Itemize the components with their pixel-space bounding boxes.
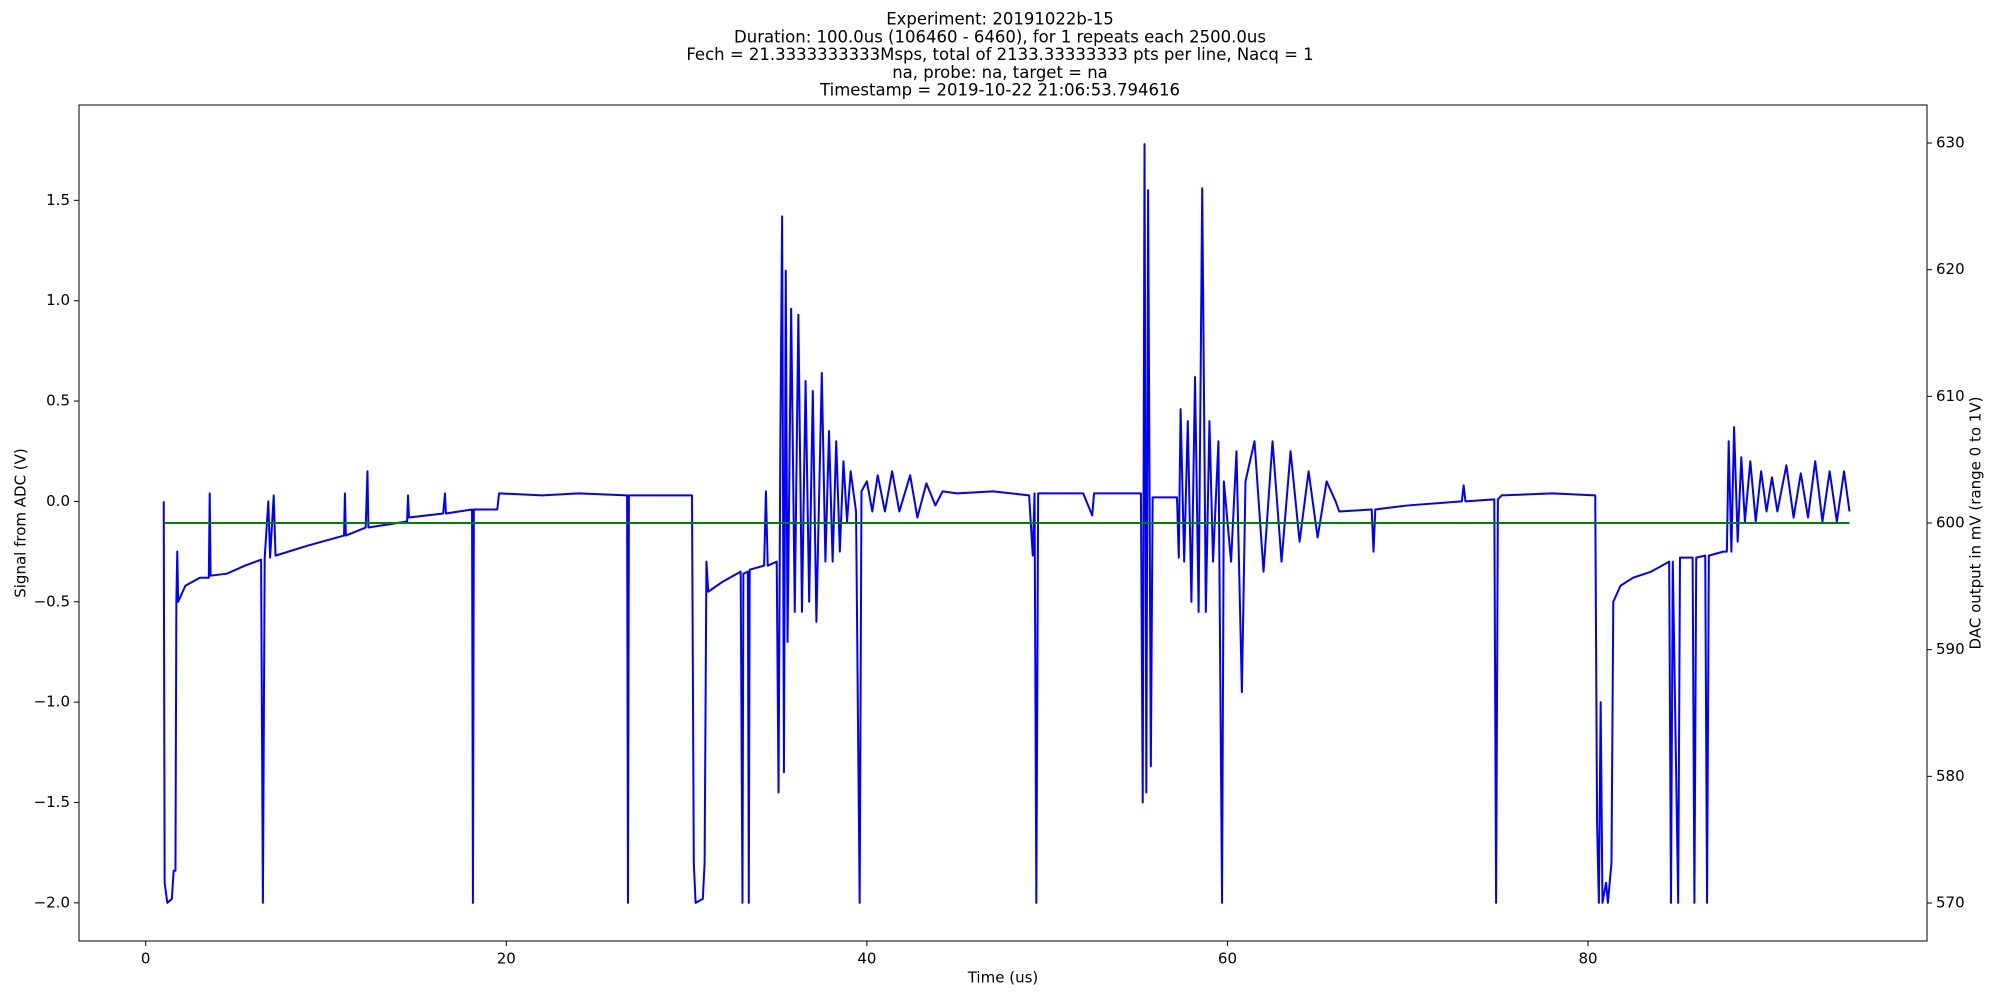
y-tick-label: −1.5 [34,793,70,811]
x-tick-label: 40 [857,950,876,968]
y-tick-label: −0.5 [34,592,70,610]
y2-tick-label: 580 [1936,767,1965,785]
title-line: Fech = 21.3333333333Msps, total of 2133.… [686,45,1313,64]
x-axis-label: Time (us) [967,969,1039,987]
title-line: Duration: 100.0us (106460 - 6460), for 1… [734,27,1266,46]
x-tick-label: 0 [141,950,151,968]
y-tick-label: 0.0 [46,492,70,510]
title-line: Timestamp = 2019-10-22 21:06:53.794616 [819,81,1180,100]
y-tick-label: −2.0 [34,893,70,911]
x-tick-label: 20 [497,950,516,968]
x-tick-label: 80 [1579,950,1598,968]
y-tick-label: 1.0 [46,291,70,309]
y-tick-label: −1.0 [34,693,70,711]
plot-frame [78,104,1928,942]
y-tick-label: 1.5 [46,191,70,209]
y-axis-label: Signal from ADC (V) [12,448,30,598]
y2-tick-label: 600 [1936,514,1965,532]
title-line: Experiment: 20191022b-15 [886,10,1114,29]
y2-tick-label: 620 [1936,260,1965,278]
y2-tick-label: 610 [1936,387,1965,405]
y2-axis-label: DAC output in mV (range 0 to 1V) [1967,397,1985,650]
series-line [162,143,1851,904]
y2-tick-label: 630 [1936,134,1965,152]
y-tick-label: 0.5 [46,392,70,410]
title-line: na, probe: na, target = na [892,63,1108,82]
x-tick-label: 60 [1218,950,1237,968]
y2-tick-label: 590 [1936,640,1965,658]
y2-tick-label: 570 [1936,894,1965,912]
